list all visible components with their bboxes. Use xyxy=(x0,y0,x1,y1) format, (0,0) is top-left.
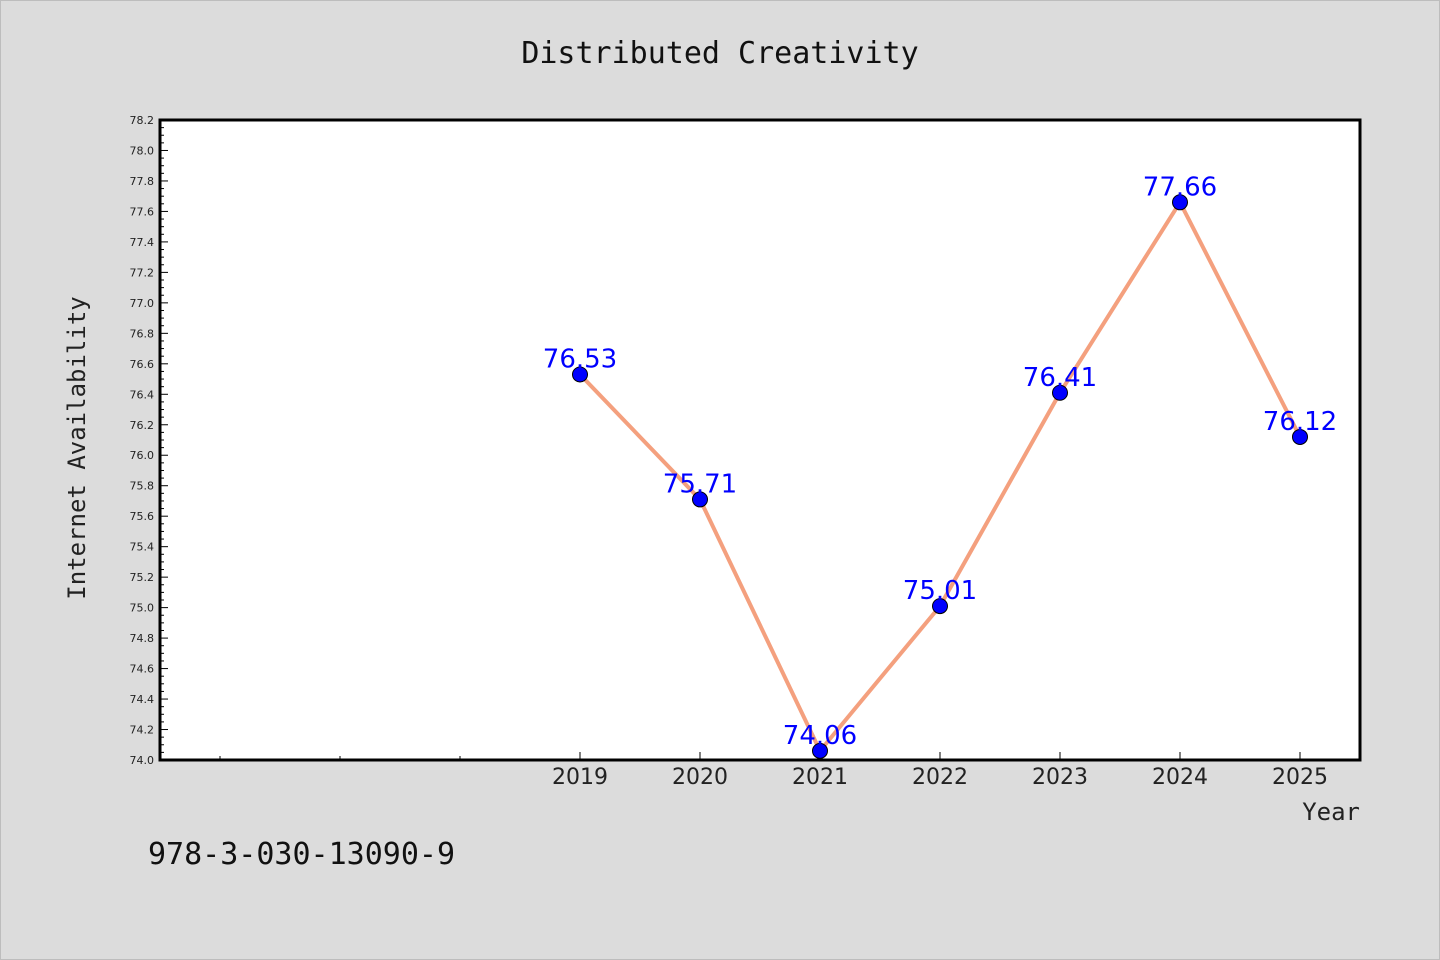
y-tick-label: 75.2 xyxy=(130,571,155,584)
y-tick-label: 74.6 xyxy=(130,663,155,676)
y-tick-label: 74.8 xyxy=(130,632,155,645)
x-tick-label: 2024 xyxy=(1152,765,1208,790)
y-tick-label: 76.2 xyxy=(130,419,155,432)
plot-area xyxy=(158,118,1362,762)
y-tick-label: 75.8 xyxy=(130,480,155,493)
data-label: 76.41 xyxy=(1023,363,1097,393)
data-point xyxy=(1052,384,1068,401)
y-tick-label: 78.2 xyxy=(130,114,155,127)
chart-title: Distributed Creativity xyxy=(521,36,918,71)
y-tick-label: 75.0 xyxy=(130,602,155,615)
x-tick-label: 2019 xyxy=(552,765,608,790)
data-label: 74.06 xyxy=(783,721,857,751)
y-tick-label: 74.2 xyxy=(130,724,155,737)
data-labels-layer: 76.53 75.71 74.06 75.01 76.41 77.66 76.12 xyxy=(543,172,1337,751)
y-tick-label: 77.8 xyxy=(130,175,155,188)
y-tick-label: 75.6 xyxy=(130,510,155,523)
data-point xyxy=(932,598,948,615)
data-point xyxy=(1172,194,1188,211)
y-tick-label: 76.4 xyxy=(130,388,155,401)
x-axis-label: Year xyxy=(1302,798,1360,826)
y-tick-label: 77.4 xyxy=(130,236,155,249)
data-label: 76.53 xyxy=(543,344,617,374)
x-tick-label: 2023 xyxy=(1032,765,1088,790)
x-tick-label: 2020 xyxy=(672,765,728,790)
y-tick-label: 76.6 xyxy=(130,358,155,371)
y-axis-label: Internet Availability xyxy=(63,296,91,599)
y-tick-label: 76.0 xyxy=(130,449,155,462)
data-label: 75.01 xyxy=(903,576,977,606)
data-label: 77.66 xyxy=(1143,172,1217,202)
y-tick-label: 76.8 xyxy=(130,327,155,340)
x-tick-label: 2022 xyxy=(912,765,968,790)
data-point xyxy=(572,366,588,383)
footer-identifier: 978-3-030-13090-9 xyxy=(148,837,455,872)
series-layer xyxy=(572,194,1308,759)
x-tick-label: 2025 xyxy=(1272,765,1328,790)
y-tick-label: 74.0 xyxy=(130,754,155,767)
data-point xyxy=(812,742,828,759)
y-tick-label: 77.2 xyxy=(130,266,155,279)
y-tick-label: 77.0 xyxy=(130,297,155,310)
data-point xyxy=(692,491,708,508)
data-label: 75.71 xyxy=(663,469,737,499)
y-tick-label: 74.4 xyxy=(130,693,155,706)
y-tick-label: 78.0 xyxy=(130,144,155,157)
x-tick-label: 2021 xyxy=(792,765,848,790)
y-tick-label: 75.4 xyxy=(130,541,155,554)
y-axis-ticks: 74.0 74.2 74.4 74.6 74.8 75.0 75.2 75.4 75.6 75.8… xyxy=(130,114,168,767)
y-tick-label: 77.6 xyxy=(130,205,155,218)
data-point xyxy=(1292,428,1308,445)
data-label: 76.12 xyxy=(1263,407,1337,437)
